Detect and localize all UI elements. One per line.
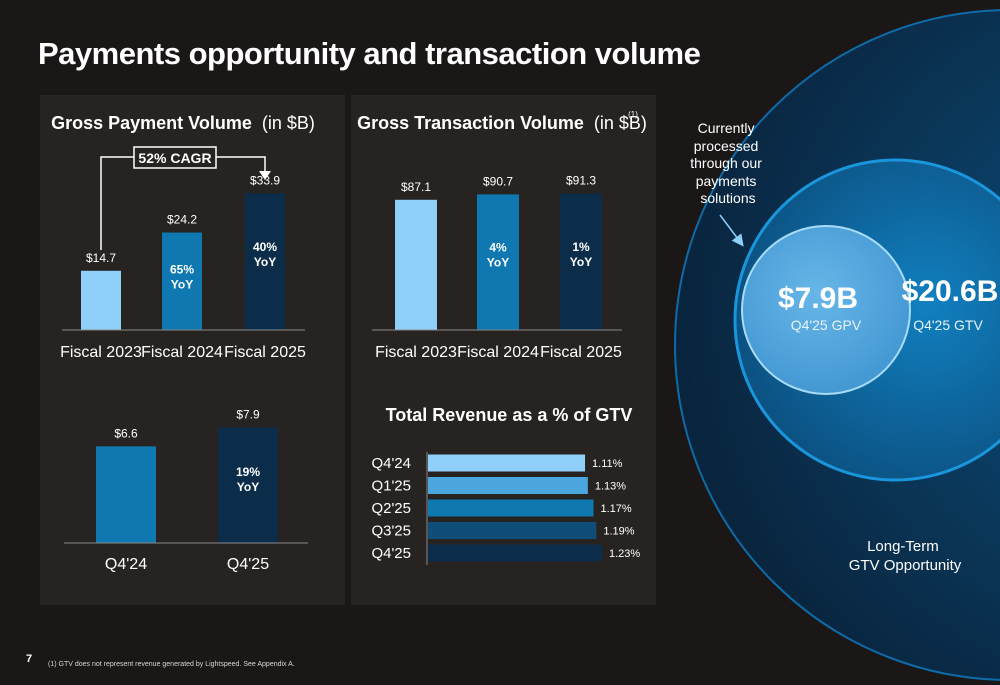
revenue-pct-bar-2: [428, 499, 594, 517]
note-line-1: Currently: [698, 120, 755, 136]
long-term-line-2: GTV Opportunity: [849, 557, 962, 574]
qgpv-category-label-0: Q4'24: [105, 556, 147, 573]
gtv-bar-0: [395, 199, 437, 330]
revenue-pct-value-2: 1.17%: [601, 503, 632, 515]
gpv-value-label-1: $24.2: [167, 213, 197, 227]
gpv-growth-pct-1: 65%: [170, 262, 194, 276]
svg-text:Currently processed th: Currently processed through our payments…: [690, 120, 766, 206]
cagr-arrowhead: [259, 171, 271, 180]
gtv-growth-yoy-1: YoY: [487, 255, 509, 269]
cagr-bracket: [100, 156, 266, 250]
gtv-growth-yoy-2: YoY: [570, 255, 592, 269]
qgpv-category-label-1: Q4'25: [227, 556, 269, 573]
revenue-pct-category-4: Q4'25: [371, 545, 411, 562]
cagr-label: 52% CAGR: [138, 150, 211, 166]
gpv-chart-unit: (in $B): [262, 113, 315, 133]
gpv-bar-0: [81, 270, 121, 330]
gpv-value-label-2: $33.9: [250, 173, 280, 187]
qgpv-value-label-0: $6.6: [114, 426, 138, 440]
revenue-pct-bar-0: [428, 454, 586, 472]
gtv-value: $20.6B: [902, 275, 999, 308]
revenue-pct-value-0: 1.11%: [592, 458, 623, 470]
gtv-chart-unit: (in $B): [594, 113, 647, 133]
qgpv-value-label-1: $7.9: [236, 407, 260, 421]
gpv-bar-1: [162, 232, 202, 330]
revenue-pct-category-2: Q2'25: [371, 500, 411, 517]
qgpv-growth-pct-1: 19%: [236, 465, 260, 479]
gpv-label: Q4'25 GPV: [791, 317, 862, 333]
gtv-label: Q4'25 GTV: [913, 317, 983, 333]
note-line-2: processed: [694, 138, 759, 154]
gtv-category-label-0: Fiscal 2023: [375, 344, 457, 361]
gtv-growth-pct-2: 1%: [572, 240, 590, 254]
svg-text:Long-Term GTV Opportunity: Long-Term GTV Opportunity: [849, 538, 962, 574]
page-number: 7: [26, 653, 33, 665]
gtv-panel: [351, 95, 656, 605]
gpv-category-label-1: Fiscal 2024: [141, 344, 223, 361]
gtv-category-label-1: Fiscal 2024: [457, 344, 539, 361]
revenue-pct-bar-1: [428, 477, 588, 494]
footnote: (1) GTV does not represent revenue gener…: [48, 661, 295, 668]
gtv-bar-1: [477, 194, 519, 330]
gtv-bar-2: [560, 193, 602, 330]
gpv-chart-title: Gross Payment Volume: [51, 113, 252, 133]
gpv-circle: [741, 225, 911, 395]
gpv-growth-yoy-2: YoY: [254, 255, 276, 269]
qgpv-bar-1: [218, 427, 278, 543]
revenue-pct-value-4: 1.23%: [609, 548, 640, 560]
gtv-category-label-2: Fiscal 2025: [540, 344, 622, 361]
gpv-panel: [40, 95, 345, 605]
gpv-bar-2: [245, 193, 285, 330]
qgpv-bar-0: [96, 446, 156, 543]
gtv-growth-pct-1: 4%: [489, 240, 507, 254]
gpv-category-label-2: Fiscal 2025: [224, 344, 306, 361]
note-line-4: payments: [696, 173, 757, 189]
revenue-pct-category-3: Q3'25: [371, 523, 411, 540]
gtv-value-label-0: $87.1: [401, 180, 431, 194]
gtv-value-label-1: $90.7: [483, 174, 513, 188]
gpv-value: $7.9B: [778, 282, 858, 315]
note-line-3: through our: [690, 155, 762, 171]
qgpv-growth-yoy-1: YoY: [237, 480, 259, 494]
revenue-pct-category-0: Q4'24: [371, 455, 411, 472]
gtv-value-label-2: $91.3: [566, 174, 596, 188]
svg-text:Gross Payment Volume (in $: Gross Payment Volume (in $B): [51, 113, 315, 133]
long-term-line-1: Long-Term: [867, 538, 939, 555]
svg-text:Gross Transaction Volume (: Gross Transaction Volume (in $B): [357, 113, 647, 133]
revenue-pct-value-1: 1.13%: [595, 481, 626, 493]
gpv-growth-yoy-1: YoY: [171, 277, 193, 291]
revenue-pct-category-1: Q1'25: [371, 478, 411, 495]
gpv-category-label-0: Fiscal 2023: [60, 344, 142, 361]
cagr-box: [133, 146, 217, 169]
gtv-title-footnote: (1): [628, 110, 638, 119]
revenue-pct-bar-4: [428, 544, 602, 562]
revenue-pct-bar-3: [428, 522, 597, 539]
gpv-growth-pct-2: 40%: [253, 240, 277, 254]
currently-processed-arrow: [719, 214, 744, 247]
gpv-value-label-0: $14.7: [86, 251, 116, 265]
revenue-pct-value-3: 1.19%: [603, 526, 634, 538]
page-title: Payments opportunity and transaction vol…: [38, 36, 701, 71]
note-line-5: solutions: [700, 190, 755, 206]
revenue-pct-chart-title: Total Revenue as a % of GTV: [386, 405, 633, 425]
gtv-chart-title: Gross Transaction Volume: [357, 113, 584, 133]
